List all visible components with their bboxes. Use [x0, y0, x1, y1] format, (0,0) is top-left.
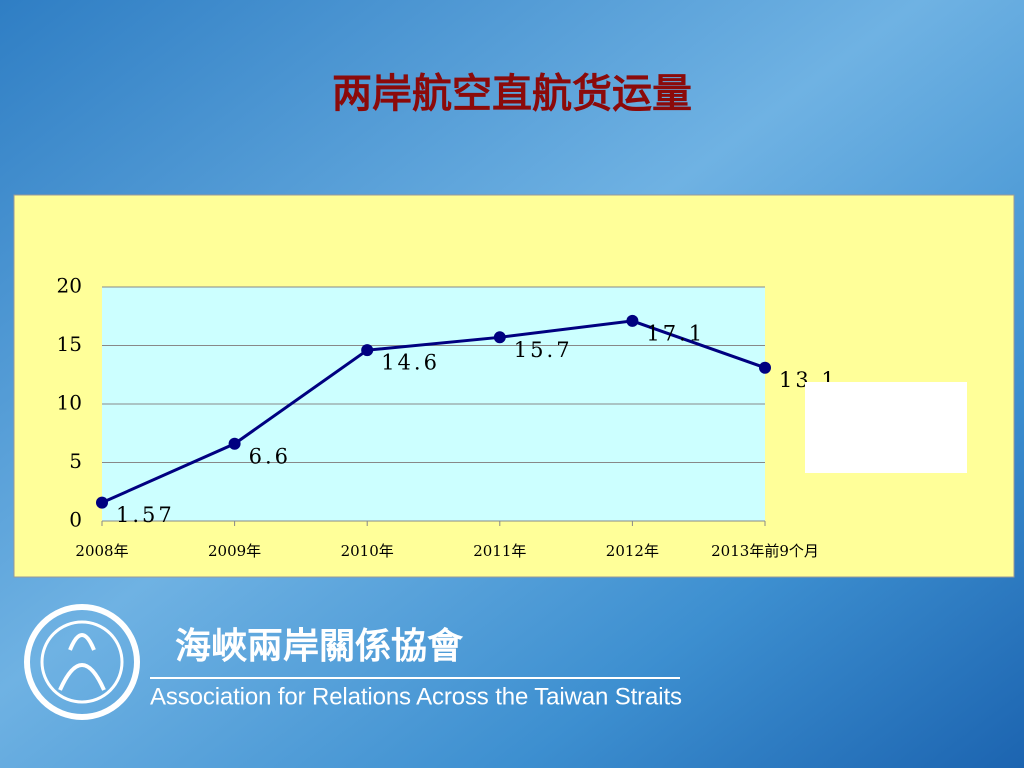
- legend: [805, 382, 967, 473]
- x-tick-label: 2009年: [208, 542, 261, 560]
- data-label: 17.1: [646, 321, 705, 345]
- point: [228, 437, 241, 450]
- y-tick-label: 10: [57, 391, 82, 415]
- series-line: [101, 319, 766, 505]
- point: [361, 344, 374, 357]
- data-label: 6.6: [249, 444, 291, 468]
- logo: [24, 604, 140, 720]
- logo-ring: [24, 604, 140, 720]
- data-label: 1.57: [116, 503, 175, 527]
- data-label: 15.7: [514, 338, 573, 362]
- x-tick-label: 2011年: [473, 542, 526, 560]
- x-tick-label: 2010年: [341, 542, 394, 560]
- org-name-en: Association for Relations Across the Tai…: [150, 683, 682, 710]
- logo-bird: [58, 633, 106, 691]
- y-tick-label: 0: [69, 508, 82, 532]
- point: [493, 331, 506, 344]
- point: [626, 314, 639, 327]
- point: [96, 496, 108, 509]
- x-tick-label: 2008年: [75, 542, 128, 560]
- x-tick-label: 2013年前9个月: [711, 542, 819, 560]
- x-tick-label: 2012年: [606, 542, 659, 560]
- data-label: 14.6: [381, 351, 440, 375]
- logo-inner: [40, 620, 124, 704]
- point: [759, 361, 771, 374]
- chart-title: 两岸航空直航货运量: [332, 70, 692, 117]
- org-name-zh: 海峽兩岸關係協會: [175, 626, 464, 667]
- y-tick-label: 5: [69, 449, 82, 473]
- y-tick-label: 15: [57, 332, 82, 356]
- y-tick-label: 20: [57, 274, 82, 298]
